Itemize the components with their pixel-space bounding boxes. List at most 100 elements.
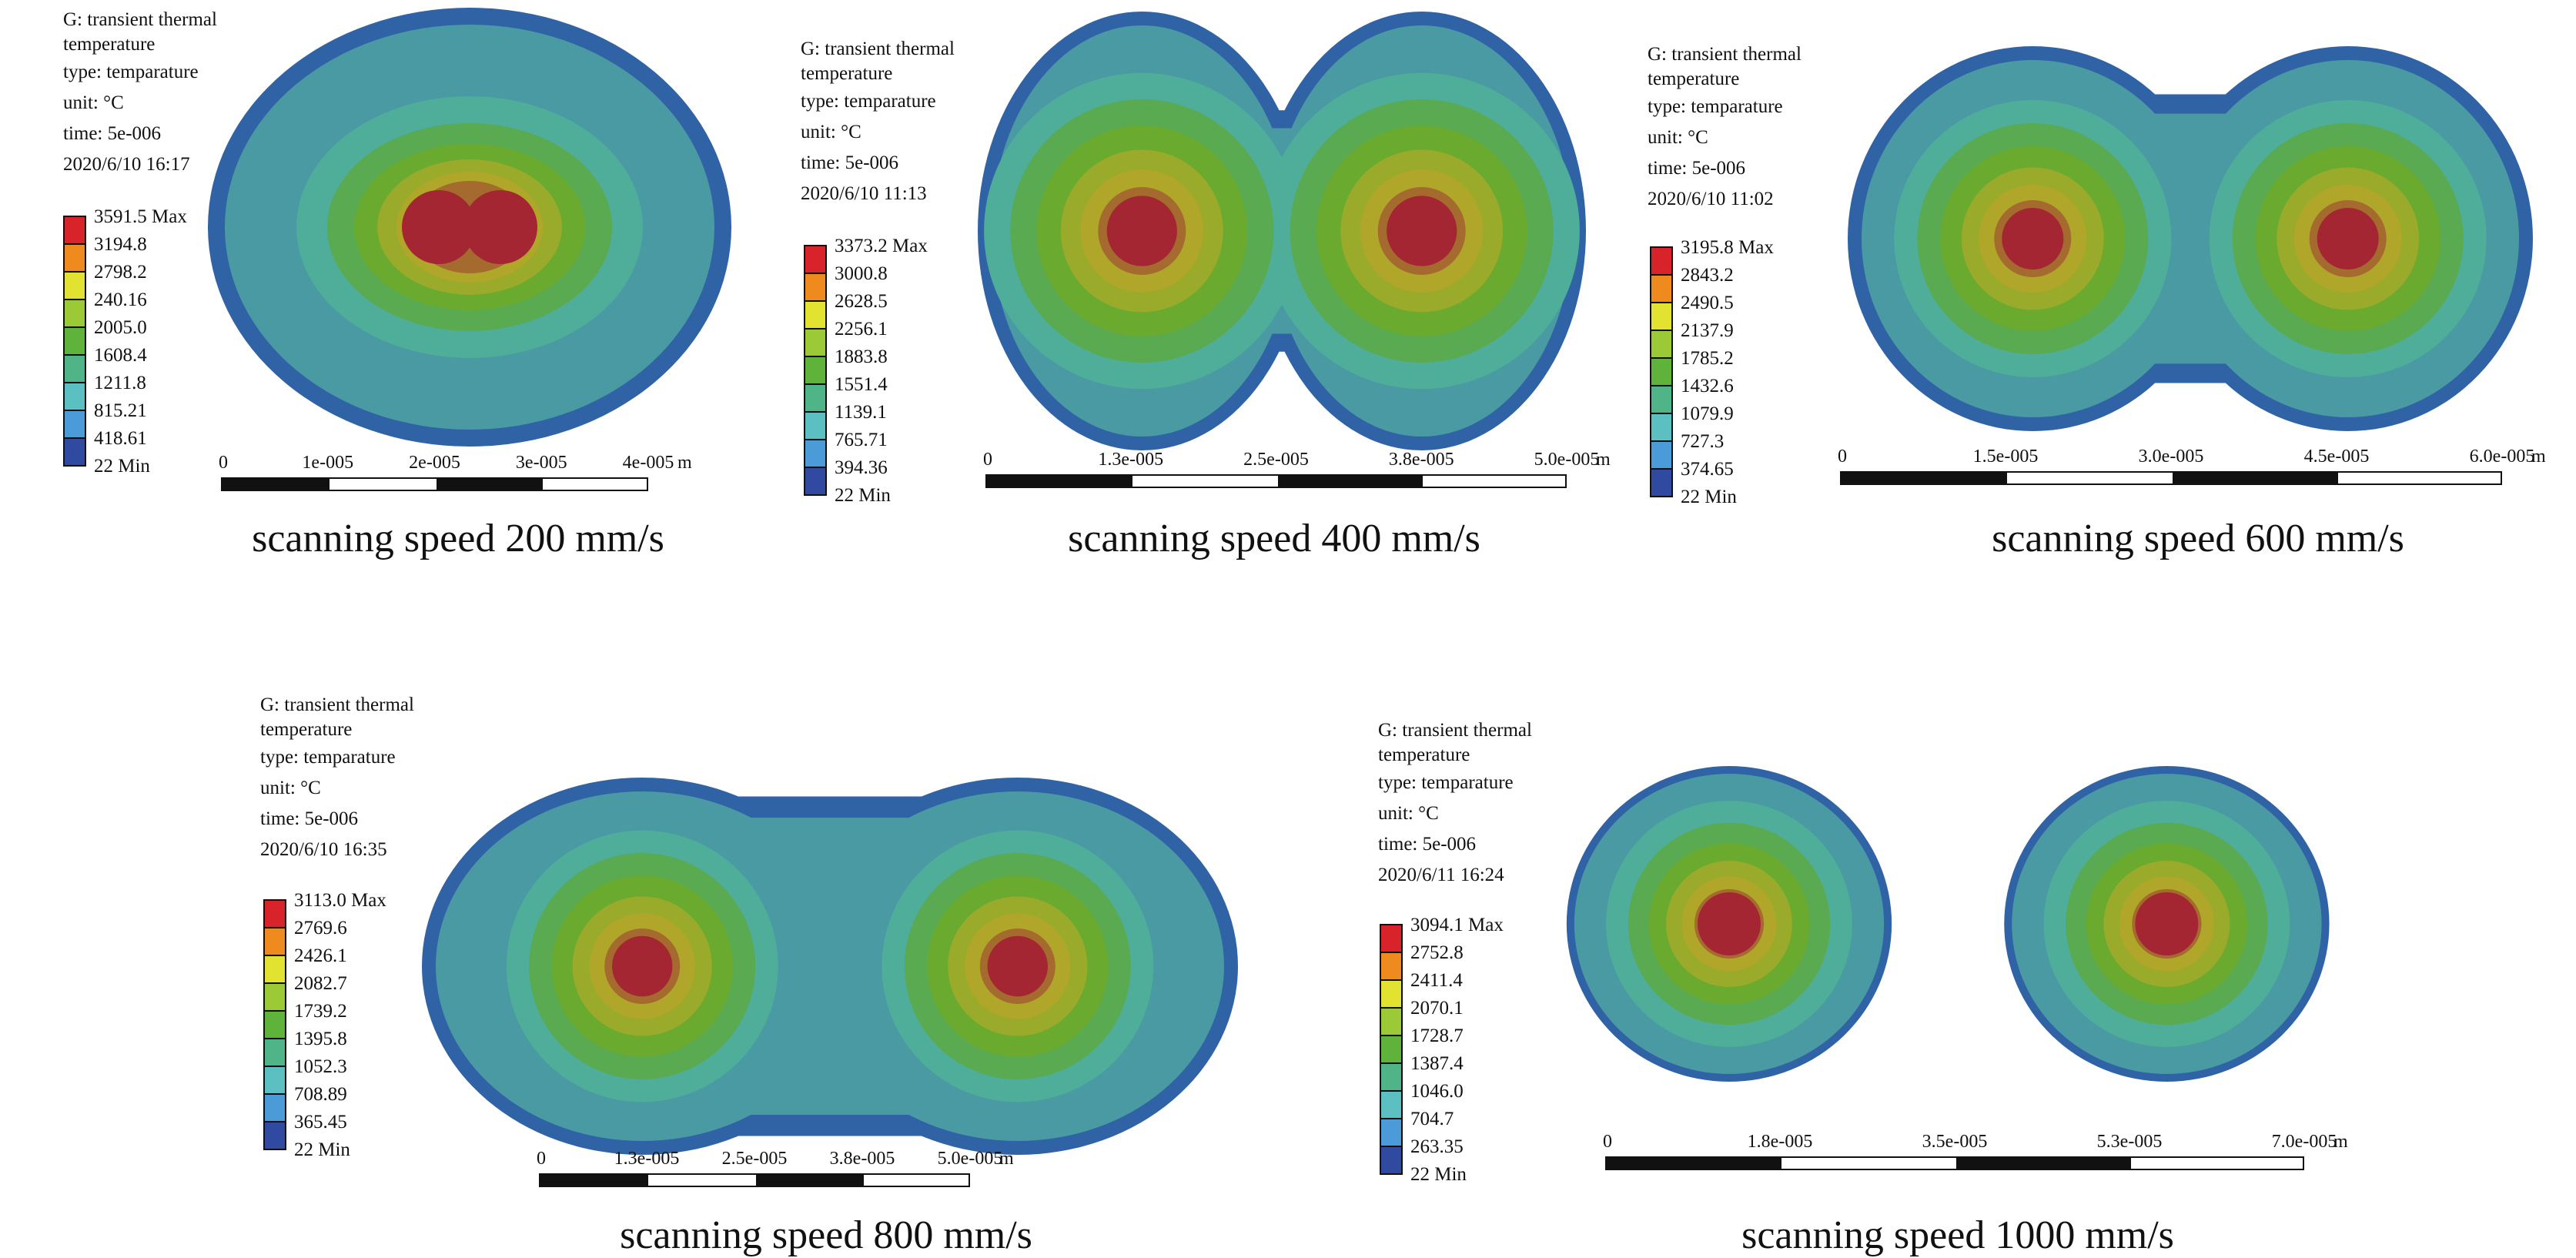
info-time: time: 5e-006 (1378, 834, 1477, 855)
legend-tick (263, 899, 286, 901)
legend-label: 1608.4 (94, 345, 147, 366)
scale-tick-label: 4.5e-005 (2303, 447, 2370, 467)
scale-tick-label: 2.5e-005 (721, 1149, 788, 1169)
legend-swatch (804, 245, 827, 273)
legend-swatch (804, 411, 827, 439)
legend-swatch (63, 326, 86, 354)
legend-swatch (63, 354, 86, 382)
temperature-contour-plot (208, 8, 731, 447)
scale-tick-label: 3.8e-005 (829, 1149, 895, 1169)
legend-label: 240.16 (94, 289, 147, 310)
legend-label: 1052.3 (294, 1056, 347, 1077)
temperature-contour-plot (978, 12, 1586, 450)
scale-tick-label: 3.8e-005 (1388, 450, 1454, 470)
legend-label: 365.45 (294, 1112, 347, 1133)
scale-bar-segment (1277, 476, 1423, 487)
legend-label: 765.71 (835, 430, 888, 450)
legend-swatch (1380, 1146, 1403, 1173)
legend-tick (63, 271, 86, 273)
legend-swatch (263, 1093, 286, 1121)
legend-tick (1380, 924, 1403, 925)
legend-tick (1650, 385, 1673, 386)
legend-swatch (63, 243, 86, 271)
legend-label: 727.3 (1681, 431, 1725, 452)
info-date: 2020/6/10 16:17 (63, 154, 190, 175)
scale-unit-label: m (2333, 1132, 2348, 1152)
scale-bar (985, 474, 1567, 488)
scale-tick-label: 3.0e-005 (2138, 447, 2204, 467)
info-title: G: transient thermal temperature (801, 38, 955, 84)
legend-swatch (63, 271, 86, 299)
legend-tick (1380, 1062, 1403, 1064)
legend-swatch (1650, 274, 1673, 302)
legend-label: 2082.7 (294, 973, 347, 994)
legend-swatch (263, 955, 286, 982)
info-date: 2020/6/10 11:13 (801, 183, 927, 204)
scale-tick-label: 1.5e-005 (1972, 447, 2039, 467)
legend-label: 2843.2 (1681, 265, 1734, 286)
info-unit: unit: °C (1648, 127, 1708, 148)
legend-label: 1432.6 (1681, 376, 1734, 396)
legend-swatch (1380, 1118, 1403, 1146)
info-time: time: 5e-006 (260, 808, 359, 829)
legend-label: 263.35 (1410, 1136, 1464, 1157)
legend-swatch (1650, 468, 1673, 496)
legend-swatch (804, 356, 827, 383)
scale-bar-segment (1842, 473, 2007, 483)
legend-tick (63, 410, 86, 411)
info-unit: unit: °C (801, 122, 861, 142)
legend-swatch (263, 982, 286, 1010)
legend-tick (263, 927, 286, 928)
scale-tick-label: 0 (1603, 1132, 1612, 1152)
contour-band (987, 935, 1048, 997)
legend-tick (1380, 1007, 1403, 1009)
scale-tick-label: 3.5e-005 (1922, 1132, 1988, 1152)
legend-swatch (63, 216, 86, 243)
legend-tick (1650, 413, 1673, 414)
legend-label: 2752.8 (1410, 942, 1464, 963)
info-date: 2020/6/11 16:24 (1378, 865, 1504, 885)
legend-tick (263, 1121, 286, 1122)
legend-label: 2411.4 (1410, 970, 1463, 991)
scale-tick-label: 1.3e-005 (614, 1149, 680, 1169)
info-unit: unit: °C (63, 92, 124, 113)
scale-bar-segment (540, 1175, 648, 1186)
legend-tick (1650, 246, 1673, 248)
legend-swatch (1380, 924, 1403, 952)
legend-label: 3195.8 Max (1681, 237, 1774, 258)
info-date: 2020/6/10 11:02 (1648, 189, 1774, 209)
legend-label: 2256.1 (835, 319, 888, 340)
legend-tick (804, 411, 827, 413)
legend-tick (63, 243, 86, 245)
legend-tick (804, 245, 827, 246)
scale-tick-label: 2e-005 (409, 453, 460, 473)
temperature-contour-plot (422, 778, 1238, 1155)
legend-tick (63, 216, 86, 217)
info-title: G: transient thermal temperature (260, 694, 414, 740)
info-block: G: transient thermal temperature type: t… (260, 693, 445, 865)
scale-tick-label: 5.0e-005 (1534, 450, 1600, 470)
scale-tick-label: 5.3e-005 (2096, 1132, 2163, 1152)
scale-bar-segment (756, 1175, 864, 1186)
legend-swatch (263, 899, 286, 927)
legend-swatch (1380, 1062, 1403, 1090)
legend-label: 708.89 (294, 1084, 347, 1105)
legend-swatch (804, 467, 827, 494)
legend-label: 704.7 (1410, 1109, 1454, 1129)
legend-swatch (263, 1121, 286, 1149)
legend-swatch (1380, 1090, 1403, 1118)
legend-swatch (1380, 1007, 1403, 1035)
legend-label: 3373.2 Max (835, 236, 928, 256)
temperature-contour-plot (1848, 46, 2533, 431)
legend-label: 2490.5 (1681, 293, 1734, 313)
legend-swatch (63, 410, 86, 437)
legend-tick (1380, 1146, 1403, 1147)
legend-tick (1380, 952, 1403, 953)
legend-swatch (63, 299, 86, 326)
info-title: G: transient thermal temperature (1648, 44, 1802, 89)
legend-tick (263, 1010, 286, 1012)
legend-swatch (263, 1038, 286, 1066)
info-block: G: transient thermal temperature type: t… (801, 37, 985, 209)
legend-tick (1380, 979, 1403, 981)
legend-label: 374.65 (1681, 459, 1734, 480)
